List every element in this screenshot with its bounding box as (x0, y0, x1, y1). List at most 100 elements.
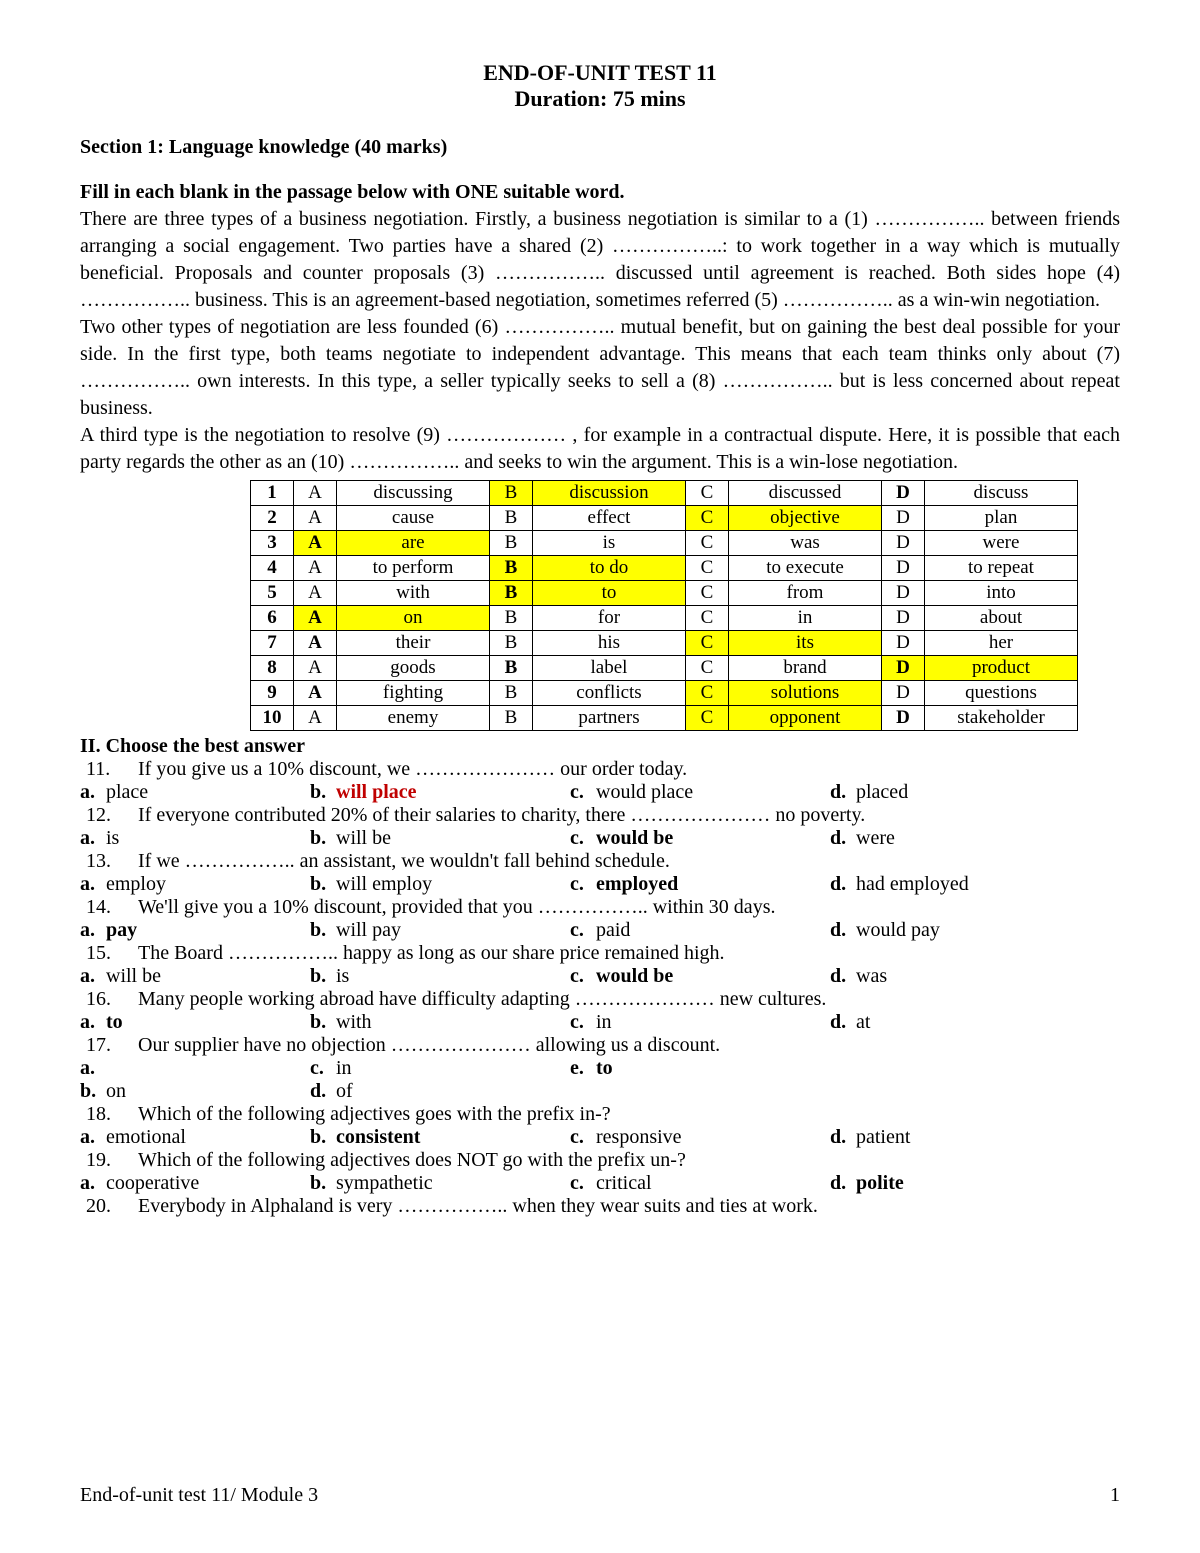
option-word: cause (337, 506, 490, 531)
option-word: their (337, 631, 490, 656)
mcq-option: a. (80, 1057, 310, 1080)
option-letter: B (490, 556, 533, 581)
footer-page-number: 1 (1110, 1484, 1120, 1507)
option-letter: D (882, 606, 925, 631)
table-row: 6AonBforCinDabout (251, 606, 1078, 631)
question-text: If everyone contributed 20% of their sal… (138, 804, 1120, 827)
option-text: in (336, 1057, 352, 1080)
question-line: 17.Our supplier have no objection ………………… (80, 1034, 1120, 1057)
option-letter: B (490, 506, 533, 531)
mcq-option: b.will be (310, 827, 570, 850)
option-text: would pay (856, 919, 940, 942)
table-row: 7AtheirBhisCitsDher (251, 631, 1078, 656)
option-text: in (596, 1011, 612, 1034)
mcq-option: b.with (310, 1011, 570, 1034)
question-text: Many people working abroad have difficul… (138, 988, 1120, 1011)
row-number: 9 (251, 681, 294, 706)
passage: There are three types of a business nego… (80, 206, 1120, 476)
table-row: 9AfightingBconflictsCsolutionsDquestions (251, 681, 1078, 706)
row-number: 5 (251, 581, 294, 606)
question-line: 16.Many people working abroad have diffi… (80, 988, 1120, 1011)
question-line: 15.The Board …………….. happy as long as ou… (80, 942, 1120, 965)
option-word: partners (533, 706, 686, 731)
row-number: 8 (251, 656, 294, 681)
option-text: will place (336, 781, 417, 804)
options-row: a.isb.will bec.would bed.were (80, 827, 1120, 850)
option-word: objective (729, 506, 882, 531)
option-letter: b. (310, 1126, 336, 1149)
table-row: 10AenemyBpartnersCopponentDstakeholder (251, 706, 1078, 731)
options-row: a.c.ine.to (80, 1057, 1120, 1080)
option-text: employ (106, 873, 166, 896)
options-row: a.payb.will payc.paidd.would pay (80, 919, 1120, 942)
option-text: emotional (106, 1126, 186, 1149)
option-letter: D (882, 631, 925, 656)
page-title: END-OF-UNIT TEST 11 (80, 60, 1120, 86)
option-letter: A (294, 656, 337, 681)
question-number: 19. (80, 1149, 138, 1172)
option-letter: B (490, 631, 533, 656)
option-text: cooperative (106, 1172, 199, 1195)
option-letter: a. (80, 1057, 106, 1080)
option-word: label (533, 656, 686, 681)
question-line: 18.Which of the following adjectives goe… (80, 1103, 1120, 1126)
option-word: is (533, 531, 686, 556)
option-letter: A (294, 481, 337, 506)
question-number: 13. (80, 850, 138, 873)
option-letter: D (882, 531, 925, 556)
row-number: 1 (251, 481, 294, 506)
options-row: a.employb.will employc.employedd.had emp… (80, 873, 1120, 896)
table-row: 8AgoodsBlabelCbrandDproduct (251, 656, 1078, 681)
option-letter: B (490, 581, 533, 606)
option-word: discussing (337, 481, 490, 506)
option-text: paid (596, 919, 630, 942)
option-letter: C (686, 556, 729, 581)
option-text: will be (106, 965, 161, 988)
option-word: his (533, 631, 686, 656)
row-number: 3 (251, 531, 294, 556)
option-letter: d. (830, 919, 856, 942)
option-letter: b. (310, 965, 336, 988)
option-letter: C (686, 656, 729, 681)
option-letter: d. (830, 873, 856, 896)
question-number: 16. (80, 988, 138, 1011)
option-letter: B (490, 606, 533, 631)
page-footer: End-of-unit test 11/ Module 3 1 (80, 1484, 1120, 1507)
mcq-option: c.would be (570, 965, 830, 988)
table-row: 3AareBisCwasDwere (251, 531, 1078, 556)
option-word: brand (729, 656, 882, 681)
option-letter: A (294, 581, 337, 606)
mcq-option: b.sympathetic (310, 1172, 570, 1195)
option-text: would place (596, 781, 693, 804)
mcq-option: d.patient (830, 1126, 1030, 1149)
row-number: 4 (251, 556, 294, 581)
passage-paragraph: A third type is the negotiation to resol… (80, 422, 1120, 476)
option-letter: b. (310, 873, 336, 896)
option-letter: a. (80, 1126, 106, 1149)
mcq-option: b.will place (310, 781, 570, 804)
question-line: 12.If everyone contributed 20% of their … (80, 804, 1120, 827)
option-letter: e. (570, 1057, 596, 1080)
options-row: a.emotionalb.consistentc.responsived.pat… (80, 1126, 1120, 1149)
option-word: stakeholder (925, 706, 1078, 731)
option-text: would be (596, 827, 673, 850)
question-number: 18. (80, 1103, 138, 1126)
mcq-option: c.critical (570, 1172, 830, 1195)
option-text: will pay (336, 919, 401, 942)
question-line: 19.Which of the following adjectives doe… (80, 1149, 1120, 1172)
question-number: 12. (80, 804, 138, 827)
option-letter: d. (830, 1126, 856, 1149)
option-word: questions (925, 681, 1078, 706)
option-letter: D (882, 481, 925, 506)
table-row: 4Ato performBto doCto executeDto repeat (251, 556, 1078, 581)
option-text: is (106, 827, 119, 850)
option-text: would be (596, 965, 673, 988)
option-letter: d. (830, 781, 856, 804)
option-letter: C (686, 531, 729, 556)
option-letter: d. (830, 827, 856, 850)
option-text: was (856, 965, 887, 988)
question-number: 14. (80, 896, 138, 919)
option-letter: c. (570, 965, 596, 988)
option-letter: C (686, 631, 729, 656)
option-word: opponent (729, 706, 882, 731)
